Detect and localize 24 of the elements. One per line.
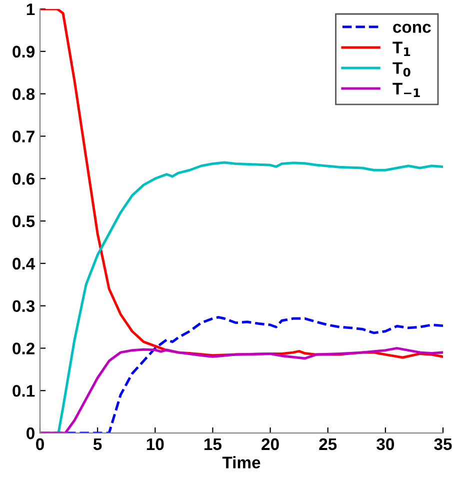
y-tick-label: 0.5	[12, 215, 35, 228]
x-tick-label: 30	[376, 438, 394, 450]
y-tick-label: 0.7	[12, 130, 34, 142]
x-tick-label: 10	[146, 438, 164, 450]
y-tick-label: 0.6	[12, 173, 35, 185]
x-tick-label: 15	[204, 438, 222, 450]
legend-label: T$_{1}$	[392, 42, 410, 56]
y-tick-label: 0.9	[12, 46, 35, 58]
y-tick-label: 0.8	[12, 88, 35, 100]
x-tick-label: 20	[262, 438, 279, 450]
x-tick-label: 5	[93, 438, 102, 450]
legend-label: T$_{−1}$	[392, 82, 420, 98]
y-tick-label: 0.2	[12, 342, 34, 354]
y-tick-label: 0.4	[12, 258, 36, 270]
x-axis-title: Time	[222, 456, 260, 468]
legend-label: conc	[393, 24, 431, 33]
y-tick-label: 1	[26, 4, 35, 16]
x-tick-label: 35	[434, 438, 452, 450]
y-tick-label: 0.3	[12, 300, 35, 312]
legend-label: T$_{0}$	[392, 62, 410, 77]
y-tick-label: 0.1	[12, 385, 35, 397]
y-tick-label: 0	[26, 427, 34, 440]
x-tick-label: 25	[319, 438, 337, 450]
x-tick-label: 0	[36, 438, 44, 450]
